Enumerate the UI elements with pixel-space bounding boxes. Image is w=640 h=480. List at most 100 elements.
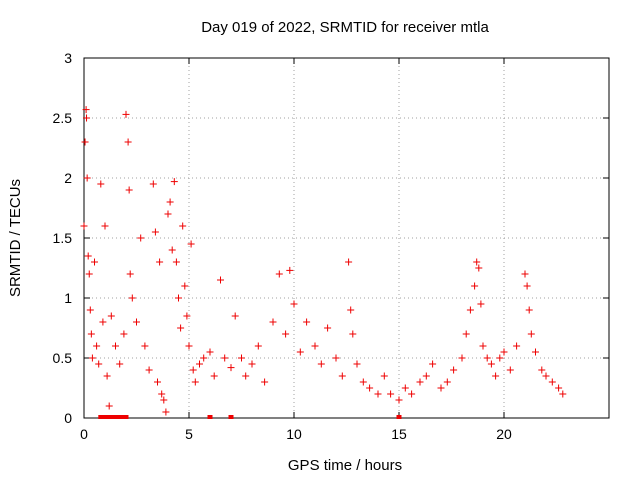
- data-point: [137, 234, 145, 242]
- chart-title: Day 019 of 2022, SRMTID for receiver mtl…: [201, 19, 489, 36]
- data-point: [83, 174, 91, 182]
- data-point: [408, 390, 416, 398]
- data-point: [116, 360, 124, 368]
- data-point: [359, 378, 367, 386]
- data-point: [122, 110, 130, 118]
- data-point: [206, 348, 214, 356]
- data-point: [175, 294, 182, 302]
- data-point: [124, 138, 132, 146]
- data-point: [189, 366, 197, 374]
- data-point: [521, 270, 529, 278]
- data-point: [542, 372, 550, 380]
- data-point: [458, 354, 466, 362]
- data-point: [133, 318, 140, 326]
- x-tick-label: 15: [391, 426, 407, 442]
- data-point: [97, 180, 105, 188]
- zero-marker: [228, 415, 234, 419]
- data-point: [126, 270, 134, 278]
- data-point: [84, 252, 92, 260]
- data-point: [290, 300, 298, 308]
- data-point: [443, 378, 451, 386]
- data-point: [317, 360, 325, 368]
- data-point: [275, 270, 283, 278]
- data-point: [349, 330, 357, 338]
- x-tick-labels: 0 5 10 15 20: [80, 426, 512, 442]
- data-point: [141, 342, 149, 350]
- data-point: [128, 294, 136, 302]
- y-tick-label: 1: [64, 290, 72, 306]
- data-point: [149, 180, 157, 188]
- data-point: [82, 106, 90, 114]
- data-point: [473, 258, 481, 266]
- data-point: [366, 384, 374, 392]
- data-point: [513, 342, 521, 350]
- data-point: [483, 354, 491, 362]
- zero-marker: [102, 415, 108, 419]
- zero-marker: [123, 415, 129, 419]
- data-point: [196, 360, 203, 368]
- data-point: [462, 330, 470, 338]
- data-point: [269, 318, 277, 326]
- data-point: [477, 300, 485, 308]
- data-point: [450, 366, 458, 374]
- data-point: [527, 330, 535, 338]
- data-point: [506, 366, 514, 374]
- data-point: [164, 210, 172, 218]
- data-point: [101, 222, 109, 230]
- data-point: [429, 360, 437, 368]
- x-tick-label: 5: [185, 426, 193, 442]
- zero-marker: [396, 415, 402, 419]
- data-point: [151, 228, 159, 236]
- data-point: [353, 360, 361, 368]
- data-point: [475, 264, 483, 272]
- data-point: [548, 378, 556, 386]
- data-point: [200, 354, 208, 362]
- y-tick-label: 3: [64, 50, 72, 66]
- data-point: [296, 348, 304, 356]
- data-point: [261, 378, 269, 386]
- data-point: [332, 354, 340, 362]
- x-tick-label: 20: [496, 426, 512, 442]
- data-point: [112, 342, 119, 350]
- data-point: [471, 282, 479, 290]
- data-point: [282, 330, 290, 338]
- data-point: [254, 342, 262, 350]
- data-point: [125, 186, 133, 194]
- data-point: [86, 306, 94, 314]
- data-point: [525, 306, 533, 314]
- zero-marker: [110, 415, 116, 419]
- data-point: [559, 390, 567, 398]
- data-point: [158, 390, 166, 398]
- data-point: [374, 390, 382, 398]
- data-point: [248, 360, 256, 368]
- data-point: [437, 384, 445, 392]
- data-point: [303, 318, 311, 326]
- grid-lines: [84, 58, 609, 418]
- data-point: [500, 348, 508, 356]
- data-point: [492, 372, 500, 380]
- data-point: [523, 282, 531, 290]
- data-point: [183, 312, 191, 320]
- data-point: [120, 330, 128, 338]
- data-point: [95, 360, 103, 368]
- data-point: [177, 324, 185, 332]
- data-point: [345, 258, 353, 266]
- data-point: [238, 354, 245, 362]
- data-point: [166, 198, 174, 206]
- data-point: [231, 312, 239, 320]
- data-point: [416, 378, 424, 386]
- data-point: [422, 372, 430, 380]
- data-point: [185, 342, 193, 350]
- data-point: [324, 324, 332, 332]
- data-point: [479, 342, 487, 350]
- data-point: [103, 372, 111, 380]
- data-point: [496, 354, 504, 362]
- data-point: [80, 222, 88, 230]
- data-point: [160, 396, 168, 404]
- data-point: [466, 306, 474, 314]
- data-point: [81, 138, 89, 146]
- data-point: [210, 372, 218, 380]
- data-point: [401, 384, 409, 392]
- data-point: [156, 258, 164, 266]
- data-point: [99, 318, 107, 326]
